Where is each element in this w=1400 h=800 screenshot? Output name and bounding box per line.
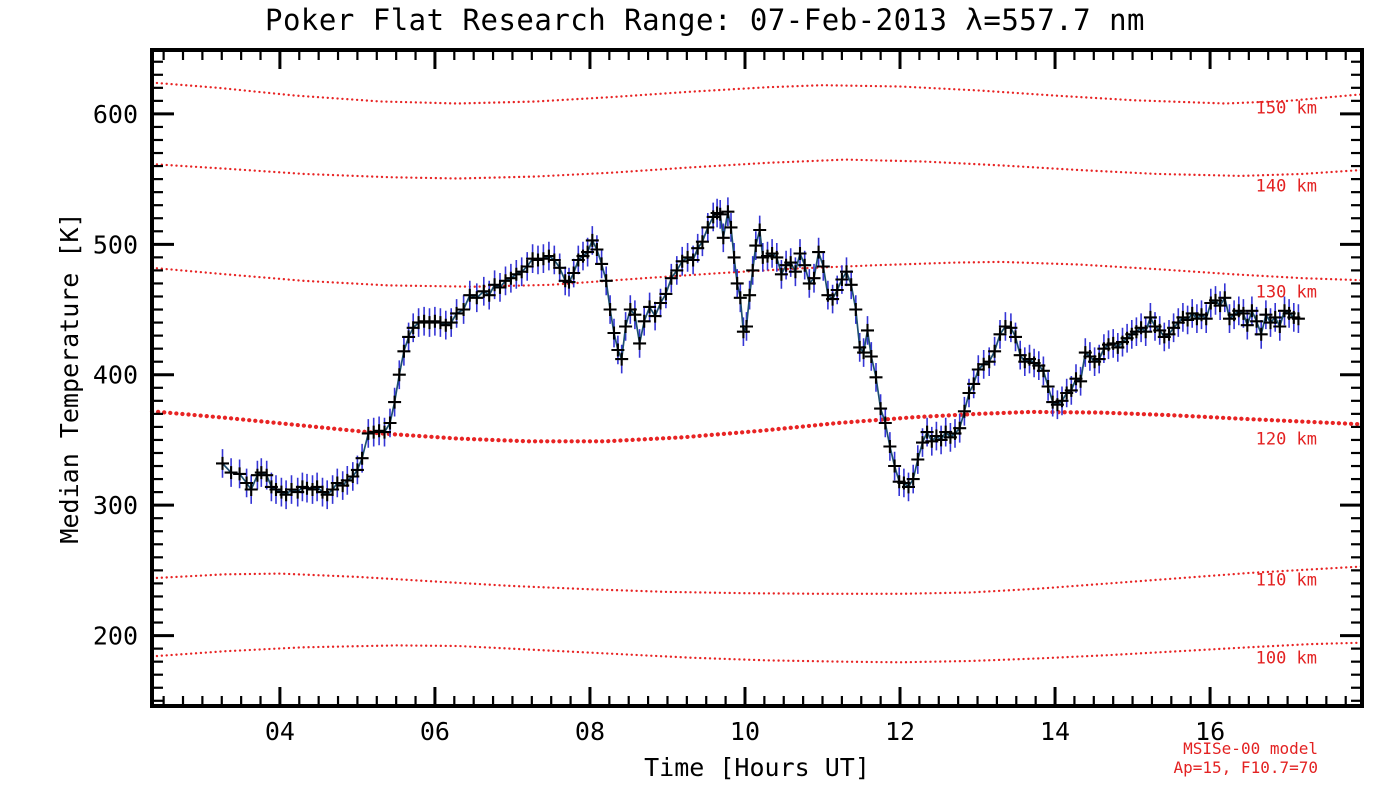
model-label-120-km: 120 km [1256,430,1317,450]
x-tick-label: 10 [730,717,760,746]
x-tick-label: 04 [265,717,295,746]
y-tick-label: 600 [93,100,138,129]
x-axis-label: Time [Hours UT] [644,753,870,782]
model-label-130-km: 130 km [1256,282,1317,302]
y-axis-label: Median Temperature [K] [55,212,84,543]
plus-markers [216,205,1305,502]
model-curves-layer: 150 km 140 km 130 km 120 km 110 km 100 km [149,81,1365,669]
model-curve-100-km [150,641,1364,664]
x-tick-label: 06 [420,717,450,746]
model-curve-130-km [150,260,1364,288]
x-tick-label: 08 [575,717,605,746]
model-curve-150-km [150,81,1364,105]
temperature-data-line [221,211,1299,496]
y-tick-label: 200 [93,622,138,651]
model-annotation-line2: Ap=15, F10.7=70 [1174,758,1319,777]
y-tick-label: 300 [93,491,138,520]
y-tick-label: 500 [93,230,138,259]
model-label-110-km: 110 km [1256,570,1317,590]
x-tick-label: 14 [1040,717,1070,746]
axis-frame [150,48,1364,708]
model-curve-140-km [150,158,1364,180]
model-annotation-line1: MSISe-00 model [1183,739,1318,758]
data-series-layer [216,197,1305,510]
chart-title: Poker Flat Research Range: 07-Feb-2013 λ… [265,3,1145,37]
model-curve-110-km [150,565,1364,595]
axes-layer: 04 06 08 10 12 14 16 200 300 400 500 600 [93,48,1364,746]
model-label-140-km: 140 km [1256,177,1317,197]
x-tick-label: 12 [885,717,915,746]
x-tick-label: 16 [1195,717,1225,746]
model-curve-120-km [149,409,1365,444]
y-tick-label: 400 [93,361,138,390]
model-label-150-km: 150 km [1256,98,1317,118]
model-label-100-km: 100 km [1256,649,1317,669]
